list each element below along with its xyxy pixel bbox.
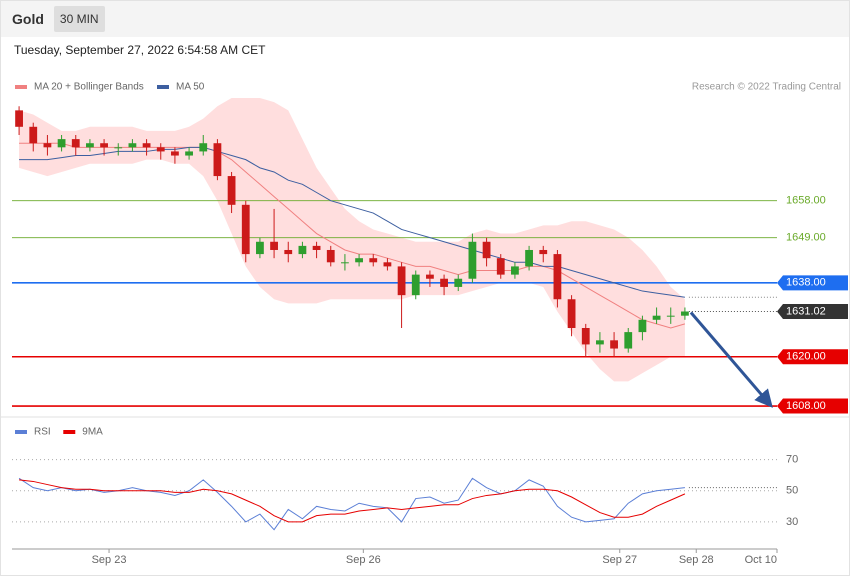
candle-body bbox=[114, 147, 123, 149]
candle-body bbox=[610, 340, 618, 349]
legend-swatch bbox=[63, 430, 76, 434]
legend-label: 9MA bbox=[82, 427, 103, 438]
x-tick-label: Sep 23 bbox=[92, 554, 127, 566]
level-box bbox=[777, 275, 848, 291]
candle-body bbox=[298, 245, 307, 255]
candle-body bbox=[128, 143, 137, 148]
candle-body bbox=[482, 241, 491, 259]
level-box bbox=[777, 349, 848, 365]
price-box bbox=[777, 303, 848, 319]
legend-swatch bbox=[15, 85, 27, 89]
candle-body bbox=[326, 249, 335, 263]
candle-body bbox=[411, 274, 420, 296]
candle-body bbox=[596, 340, 604, 345]
candle-body bbox=[86, 143, 94, 148]
level-label: 1649.00 bbox=[786, 232, 826, 244]
candle-body bbox=[171, 151, 179, 156]
candle-body bbox=[525, 249, 533, 267]
candle-body bbox=[227, 176, 236, 205]
candle-body bbox=[553, 254, 562, 300]
candle-body bbox=[369, 258, 378, 263]
candle-body bbox=[567, 299, 576, 329]
candle-body bbox=[681, 311, 689, 316]
candle-body bbox=[284, 249, 293, 255]
y-tick-label: 30 bbox=[786, 516, 798, 528]
moving-average bbox=[19, 142, 686, 329]
legend-label: MA 20 + Bollinger Bands bbox=[34, 82, 144, 93]
candle-body bbox=[71, 139, 80, 148]
x-tick-label: Sep 27 bbox=[602, 554, 637, 566]
legend-swatch bbox=[157, 85, 169, 89]
candle-body bbox=[185, 151, 193, 156]
level-label: 1658.00 bbox=[786, 195, 826, 207]
candle-body bbox=[142, 143, 151, 148]
candle-body bbox=[397, 266, 406, 296]
candle-body bbox=[355, 258, 363, 263]
level-box bbox=[777, 398, 848, 414]
legend-swatch bbox=[15, 430, 27, 434]
candle-body bbox=[100, 143, 108, 148]
candle-body bbox=[29, 126, 38, 144]
candle-body bbox=[468, 241, 477, 279]
candle-body bbox=[652, 315, 661, 320]
candle-body bbox=[539, 249, 548, 255]
candle-body bbox=[256, 241, 264, 255]
candle-body bbox=[57, 139, 66, 148]
level-label: 1620.00 bbox=[786, 351, 826, 363]
candle-body bbox=[213, 143, 222, 177]
candle-body bbox=[156, 147, 165, 152]
candle-body bbox=[511, 266, 519, 275]
candle-body bbox=[581, 328, 590, 345]
x-tick-label: Oct 10 bbox=[745, 554, 777, 566]
level-label: 1638.00 bbox=[786, 277, 826, 289]
candle-body bbox=[426, 274, 434, 279]
instrument-title: Gold bbox=[12, 11, 44, 27]
candle-body bbox=[270, 241, 278, 250]
level-label: 1608.00 bbox=[786, 400, 826, 412]
candle-body bbox=[15, 110, 23, 127]
candle-body bbox=[312, 245, 321, 250]
moving-average bbox=[19, 146, 685, 298]
legend-label: MA 50 bbox=[176, 82, 205, 93]
rsi-line bbox=[19, 479, 686, 523]
candle-body bbox=[43, 143, 52, 148]
candle-body bbox=[454, 278, 463, 287]
timeframe-button[interactable]: 30 MIN bbox=[53, 6, 105, 32]
y-tick-label: 50 bbox=[786, 485, 798, 497]
x-tick-label: Sep 28 bbox=[679, 554, 714, 566]
candle-body bbox=[624, 332, 633, 349]
candle-body bbox=[199, 143, 208, 152]
bollinger-band bbox=[19, 98, 685, 382]
x-tick-label: Sep 26 bbox=[346, 554, 381, 566]
header-bar: Gold 30 MIN bbox=[1, 1, 849, 37]
timestamp: Tuesday, September 27, 2022 6:54:58 AM C… bbox=[14, 43, 266, 57]
price-label: 1631.02 bbox=[786, 305, 826, 317]
projection-arrow bbox=[689, 311, 773, 408]
candle-body bbox=[666, 315, 675, 317]
candle-body bbox=[440, 278, 448, 287]
y-tick-label: 70 bbox=[786, 454, 798, 466]
rsi-line bbox=[18, 477, 685, 531]
legend-label: RSI bbox=[34, 427, 51, 438]
credit: Research © 2022 Trading Central bbox=[692, 82, 841, 93]
candle-body bbox=[241, 204, 250, 255]
candle-body bbox=[638, 319, 647, 333]
candle-body bbox=[341, 262, 349, 264]
candle-body bbox=[383, 262, 392, 267]
candle-body bbox=[496, 258, 505, 275]
